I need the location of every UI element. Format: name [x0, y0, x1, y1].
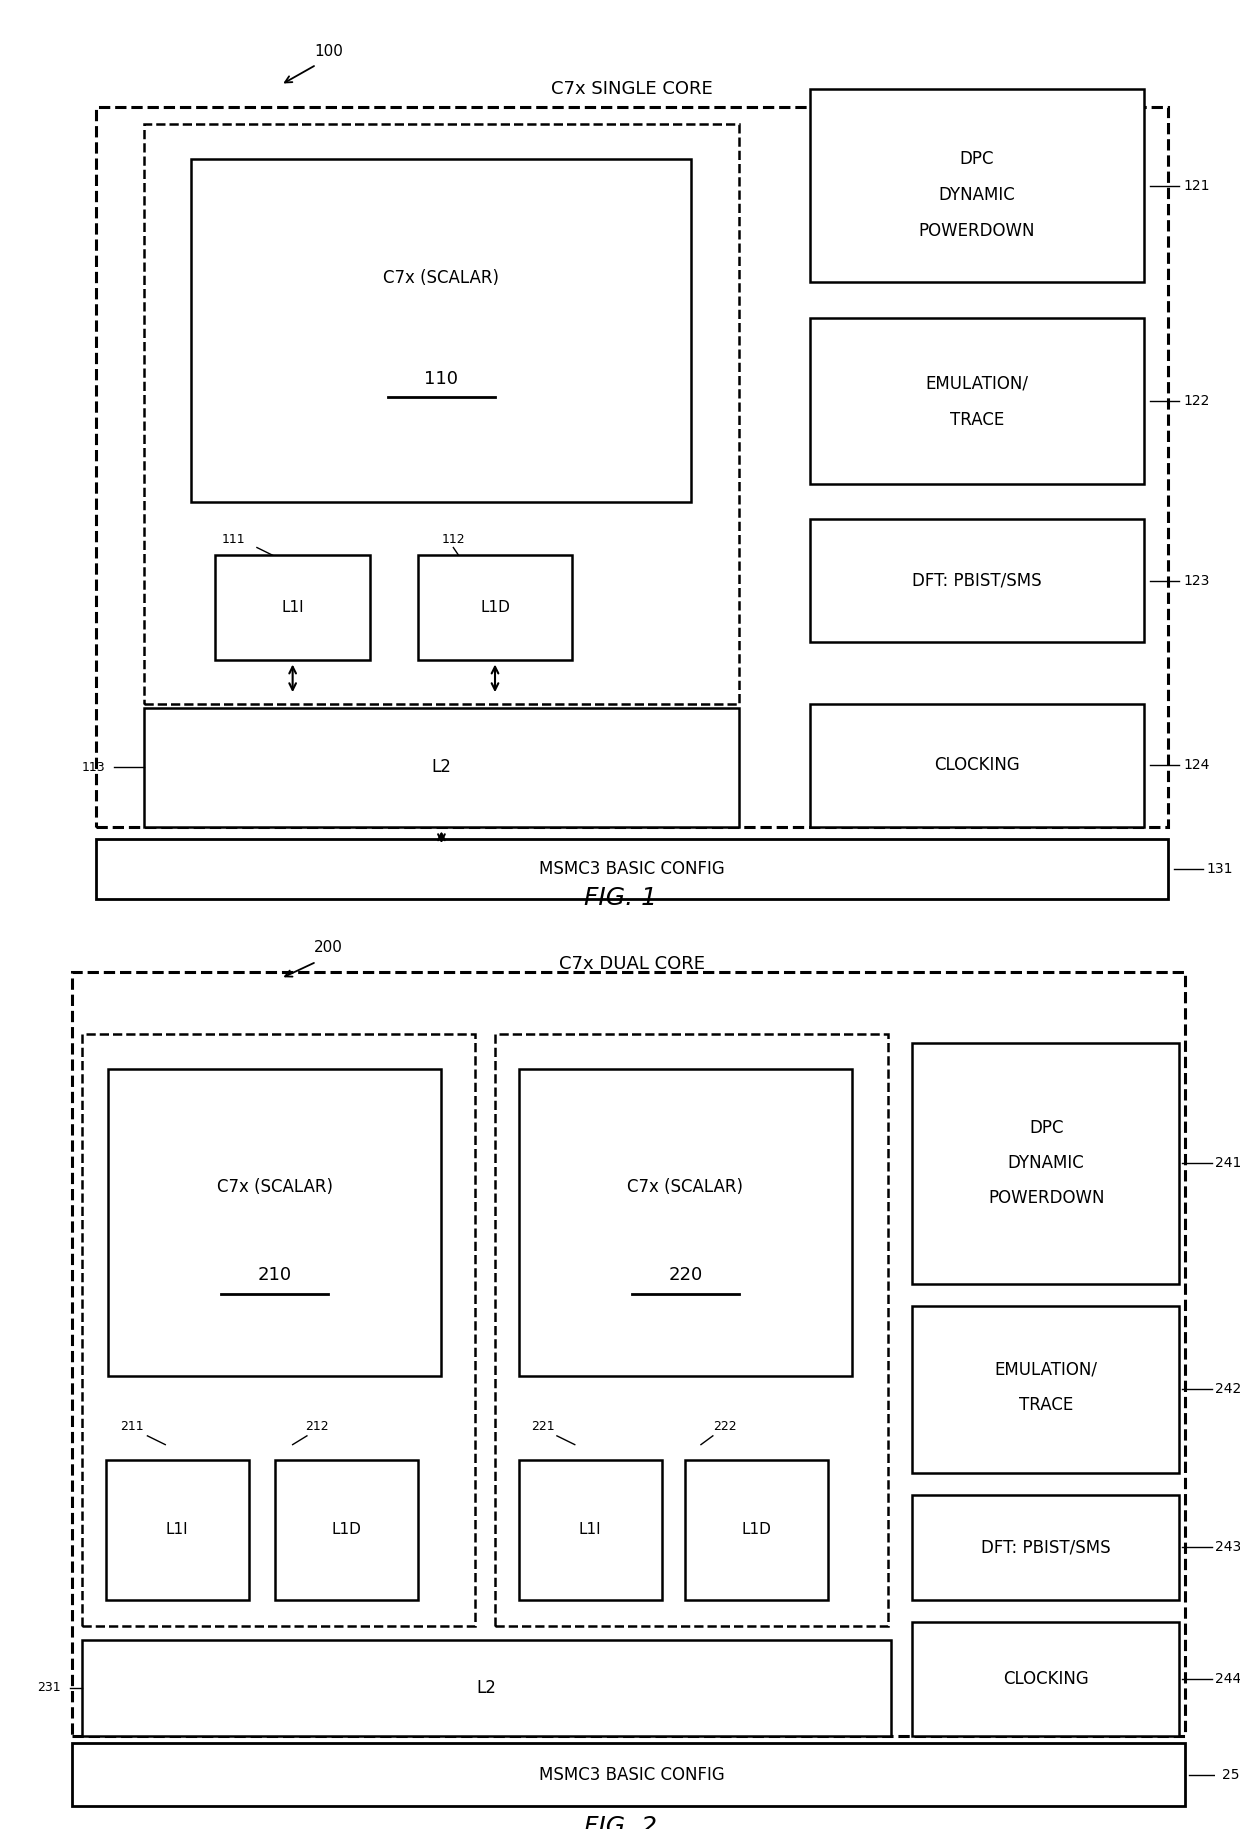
- Text: 212: 212: [305, 1419, 329, 1434]
- Bar: [108, 1068, 441, 1375]
- Text: 111: 111: [221, 532, 246, 545]
- Bar: [97, 106, 1168, 827]
- Bar: [191, 159, 692, 501]
- Text: FIG. 1: FIG. 1: [584, 885, 656, 911]
- Text: 122: 122: [1183, 393, 1209, 408]
- Text: MSMC3 BASIC CONFIG: MSMC3 BASIC CONFIG: [539, 1765, 724, 1783]
- Bar: [811, 704, 1143, 827]
- Text: EMULATION/: EMULATION/: [925, 375, 1029, 393]
- Text: L1I: L1I: [281, 600, 304, 615]
- Text: 242: 242: [1215, 1383, 1240, 1396]
- Text: DPC: DPC: [1029, 1119, 1064, 1136]
- Text: 113: 113: [82, 761, 105, 774]
- Bar: [72, 1743, 1185, 1807]
- Bar: [911, 1494, 1179, 1600]
- Text: 112: 112: [441, 532, 465, 545]
- Bar: [811, 519, 1143, 642]
- Text: 100: 100: [314, 44, 342, 59]
- Bar: [275, 1460, 418, 1600]
- Bar: [911, 1306, 1179, 1472]
- Text: C7x DUAL CORE: C7x DUAL CORE: [559, 955, 704, 973]
- Text: 210: 210: [258, 1266, 291, 1284]
- Text: C7x (SCALAR): C7x (SCALAR): [217, 1178, 332, 1196]
- Text: MSMC3 BASIC CONFIG: MSMC3 BASIC CONFIG: [539, 860, 724, 878]
- Text: 124: 124: [1183, 759, 1209, 772]
- Text: L2: L2: [476, 1679, 496, 1697]
- Text: FIG. 2: FIG. 2: [584, 1814, 656, 1829]
- Text: DYNAMIC: DYNAMIC: [939, 185, 1016, 203]
- Text: 231: 231: [37, 1681, 61, 1694]
- Bar: [97, 840, 1168, 898]
- Bar: [82, 1639, 892, 1736]
- Text: 222: 222: [713, 1419, 737, 1434]
- Text: DFT: PBIST/SMS: DFT: PBIST/SMS: [981, 1538, 1111, 1556]
- Text: 221: 221: [531, 1419, 554, 1434]
- Text: 251: 251: [1223, 1767, 1240, 1781]
- Text: L1I: L1I: [166, 1522, 188, 1538]
- Text: TRACE: TRACE: [950, 412, 1004, 430]
- Text: 131: 131: [1207, 861, 1234, 876]
- Text: C7x SINGLE CORE: C7x SINGLE CORE: [551, 80, 713, 99]
- Bar: [105, 1460, 248, 1600]
- Bar: [811, 90, 1143, 282]
- Bar: [82, 1033, 475, 1626]
- Text: TRACE: TRACE: [1019, 1396, 1074, 1414]
- Text: EMULATION/: EMULATION/: [994, 1361, 1097, 1379]
- Text: DPC: DPC: [960, 150, 994, 168]
- Text: L1D: L1D: [480, 600, 510, 615]
- Text: 211: 211: [120, 1419, 144, 1434]
- Text: DYNAMIC: DYNAMIC: [1008, 1154, 1085, 1172]
- Bar: [418, 554, 573, 660]
- Text: POWERDOWN: POWERDOWN: [988, 1189, 1105, 1207]
- Text: CLOCKING: CLOCKING: [934, 755, 1021, 774]
- Bar: [216, 554, 370, 660]
- Text: 121: 121: [1183, 179, 1209, 192]
- Text: 243: 243: [1215, 1540, 1240, 1555]
- Text: 244: 244: [1215, 1672, 1240, 1686]
- Text: L1D: L1D: [742, 1522, 771, 1538]
- Bar: [518, 1068, 852, 1375]
- Bar: [144, 708, 739, 827]
- Bar: [686, 1460, 828, 1600]
- Bar: [911, 1622, 1179, 1736]
- Text: 123: 123: [1183, 574, 1209, 587]
- Bar: [144, 124, 739, 704]
- Text: CLOCKING: CLOCKING: [1003, 1670, 1089, 1688]
- Text: 200: 200: [314, 940, 342, 955]
- Text: C7x (SCALAR): C7x (SCALAR): [627, 1178, 744, 1196]
- Text: 241: 241: [1215, 1156, 1240, 1171]
- Text: DFT: PBIST/SMS: DFT: PBIST/SMS: [913, 572, 1042, 591]
- Bar: [495, 1033, 888, 1626]
- Text: POWERDOWN: POWERDOWN: [919, 223, 1035, 240]
- Text: C7x (SCALAR): C7x (SCALAR): [383, 269, 500, 287]
- Text: 110: 110: [424, 369, 459, 388]
- Bar: [911, 1043, 1179, 1284]
- Bar: [72, 973, 1185, 1736]
- Text: L1D: L1D: [331, 1522, 361, 1538]
- Text: 220: 220: [668, 1266, 703, 1284]
- Bar: [811, 318, 1143, 485]
- Bar: [518, 1460, 662, 1600]
- Text: L2: L2: [432, 757, 451, 775]
- Text: L1I: L1I: [579, 1522, 601, 1538]
